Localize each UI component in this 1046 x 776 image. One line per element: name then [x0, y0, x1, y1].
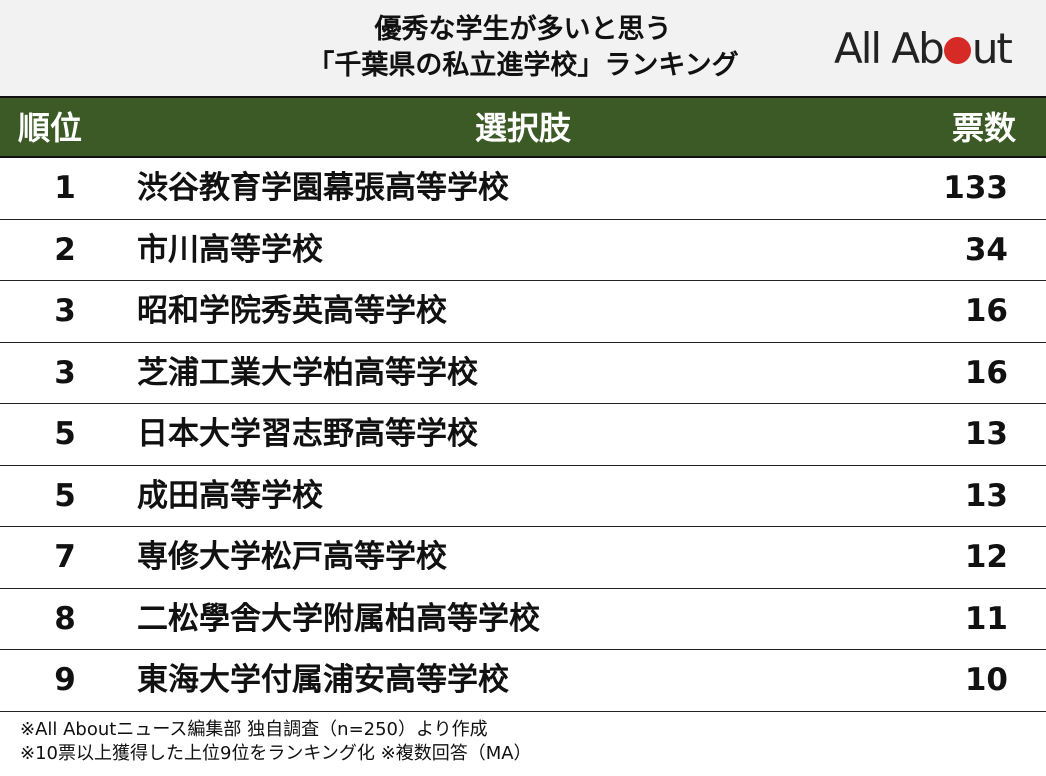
title-line-1: 優秀な学生が多いと思う — [374, 14, 672, 45]
footnote: ※10票以上獲得した上位9位をランキング化 ※複数回答（MA） — [20, 743, 532, 764]
table-row: 5 日本大学習志野高等学校 13 — [0, 404, 1046, 466]
table-header: 順位 選択肢 票数 — [0, 96, 1046, 158]
rank-cell: 2 — [54, 231, 76, 268]
choice-cell: 東海大学付属浦安高等学校 — [137, 662, 509, 698]
votes-cell: 16 — [964, 354, 1008, 391]
choice-cell: 日本大学習志野高等学校 — [137, 416, 478, 452]
choice-cell: 渋谷教育学園幕張高等学校 — [137, 170, 509, 206]
rank-cell: 7 — [54, 539, 76, 575]
rank-cell: 5 — [54, 477, 76, 514]
footnote: ※All Aboutニュース編集部 独自調査（n=250）より作成 — [20, 719, 488, 740]
votes-cell: 133 — [943, 170, 1008, 206]
choice-cell: 二松學舎大学附属柏高等学校 — [137, 600, 540, 637]
table-row: 1 渋谷教育学園幕張高等学校 133 — [0, 158, 1046, 220]
votes-cell: 11 — [964, 600, 1008, 637]
table-row: 3 昭和学院秀英高等学校 16 — [0, 281, 1046, 343]
title-line-2: 「千葉県の私立進学校」ランキング — [307, 50, 739, 81]
votes-cell: 10 — [964, 662, 1008, 698]
choice-cell: 市川高等学校 — [137, 231, 323, 268]
table-row: 8 二松學舎大学附属柏高等学校 11 — [0, 589, 1046, 650]
table-row: 5 成田高等学校 13 — [0, 466, 1046, 527]
choice-cell: 成田高等学校 — [137, 477, 323, 514]
rank-cell: 3 — [54, 354, 76, 391]
rank-cell: 1 — [54, 170, 76, 206]
table-row: 2 市川高等学校 34 — [0, 220, 1046, 281]
rank-cell: 9 — [54, 662, 76, 698]
votes-cell: 12 — [964, 539, 1008, 575]
votes-cell: 16 — [964, 293, 1008, 329]
header-rank: 順位 — [18, 109, 83, 147]
table-row: 3 芝浦工業大学柏高等学校 16 — [0, 343, 1046, 404]
choice-cell: 専修大学松戸高等学校 — [137, 539, 447, 575]
logo-text-end: ut — [971, 24, 1013, 73]
logo-text-start: All Ab — [834, 24, 945, 73]
rank-cell: 8 — [54, 600, 76, 637]
rank-cell: 3 — [54, 293, 76, 329]
header-votes: 票数 — [951, 109, 1016, 147]
title-area: 優秀な学生が多いと思う 「千葉県の私立進学校」ランキング All Ab ut — [0, 0, 1046, 96]
votes-cell: 13 — [964, 477, 1008, 514]
logo-red-dot-icon — [943, 37, 971, 64]
table-body: 1 渋谷教育学園幕張高等学校 133 2 市川高等学校 34 3 昭和学院秀英高等学校 16 3 芝… — [0, 158, 1046, 712]
table-row: 7 専修大学松戸高等学校 12 — [0, 527, 1046, 589]
votes-cell: 34 — [964, 231, 1008, 268]
choice-cell: 昭和学院秀英高等学校 — [137, 293, 447, 329]
header-choice: 選択肢 — [474, 109, 571, 147]
all-about-logo: All Ab ut — [834, 24, 1013, 74]
votes-cell: 13 — [964, 416, 1008, 452]
choice-cell: 芝浦工業大学柏高等学校 — [137, 354, 478, 391]
table-row: 9 東海大学付属浦安高等学校 10 — [0, 650, 1046, 712]
rank-cell: 5 — [54, 416, 76, 452]
footnotes: ※All Aboutニュース編集部 独自調査（n=250）より作成 ※10票以上… — [20, 718, 532, 766]
